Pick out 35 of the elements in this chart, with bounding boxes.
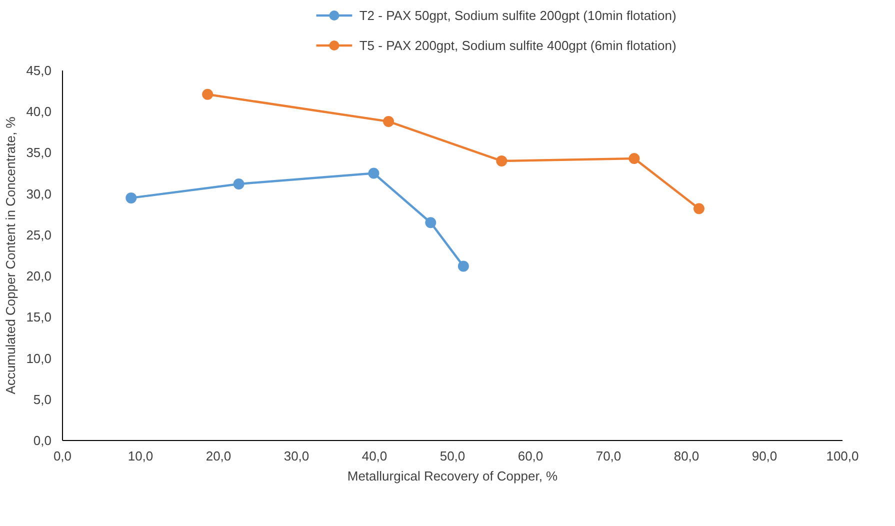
y-tick-label: 15,0 xyxy=(26,310,52,325)
point xyxy=(458,260,469,272)
y-axis-title: Accumulated Copper Content in Concentrate, % xyxy=(3,116,18,394)
x-tick-label: 30,0 xyxy=(284,448,310,464)
y-tick-label: 0,0 xyxy=(33,433,52,448)
y-tick-label: 40,0 xyxy=(26,104,52,120)
point xyxy=(693,203,704,214)
x-tick-label: 10,0 xyxy=(128,448,154,464)
y-tick-label: 5,0 xyxy=(33,392,52,407)
point xyxy=(628,152,640,164)
x-tick-label: 50,0 xyxy=(440,448,466,464)
point xyxy=(496,155,508,166)
point xyxy=(126,192,137,204)
y-tick-label: 30,0 xyxy=(26,186,52,202)
y-tick-label: 10,0 xyxy=(26,350,52,366)
x-tick-label: 80,0 xyxy=(674,448,700,464)
point xyxy=(425,217,436,228)
legend-label: T2 - PAX 50gpt, Sodium sulfite 200gpt (10min flotation) xyxy=(359,8,676,23)
y-tick-label: 35,0 xyxy=(26,145,52,160)
x-tick-label: 40,0 xyxy=(362,448,388,464)
x-tick-label: 70,0 xyxy=(596,448,622,464)
x-tick-label: 90,0 xyxy=(752,448,778,464)
y-tick-label: 20,0 xyxy=(26,268,52,284)
x-tick-label: 100,0 xyxy=(826,448,859,464)
point xyxy=(233,178,244,190)
y-tick-label: 45,0 xyxy=(26,63,52,78)
x-tick-label: 60,0 xyxy=(518,448,544,464)
legend-label: T5 - PAX 200gpt, Sodium sulfite 400gpt (6min flotation) xyxy=(359,38,676,53)
x-tick-label: 0,0 xyxy=(53,448,72,464)
point xyxy=(202,88,214,100)
x-axis-title: Metallurgical Recovery of Copper, % xyxy=(347,468,558,484)
point xyxy=(383,116,394,127)
x-tick-label: 20,0 xyxy=(206,448,232,464)
y-tick-label: 25,0 xyxy=(26,227,52,242)
point xyxy=(368,168,380,179)
